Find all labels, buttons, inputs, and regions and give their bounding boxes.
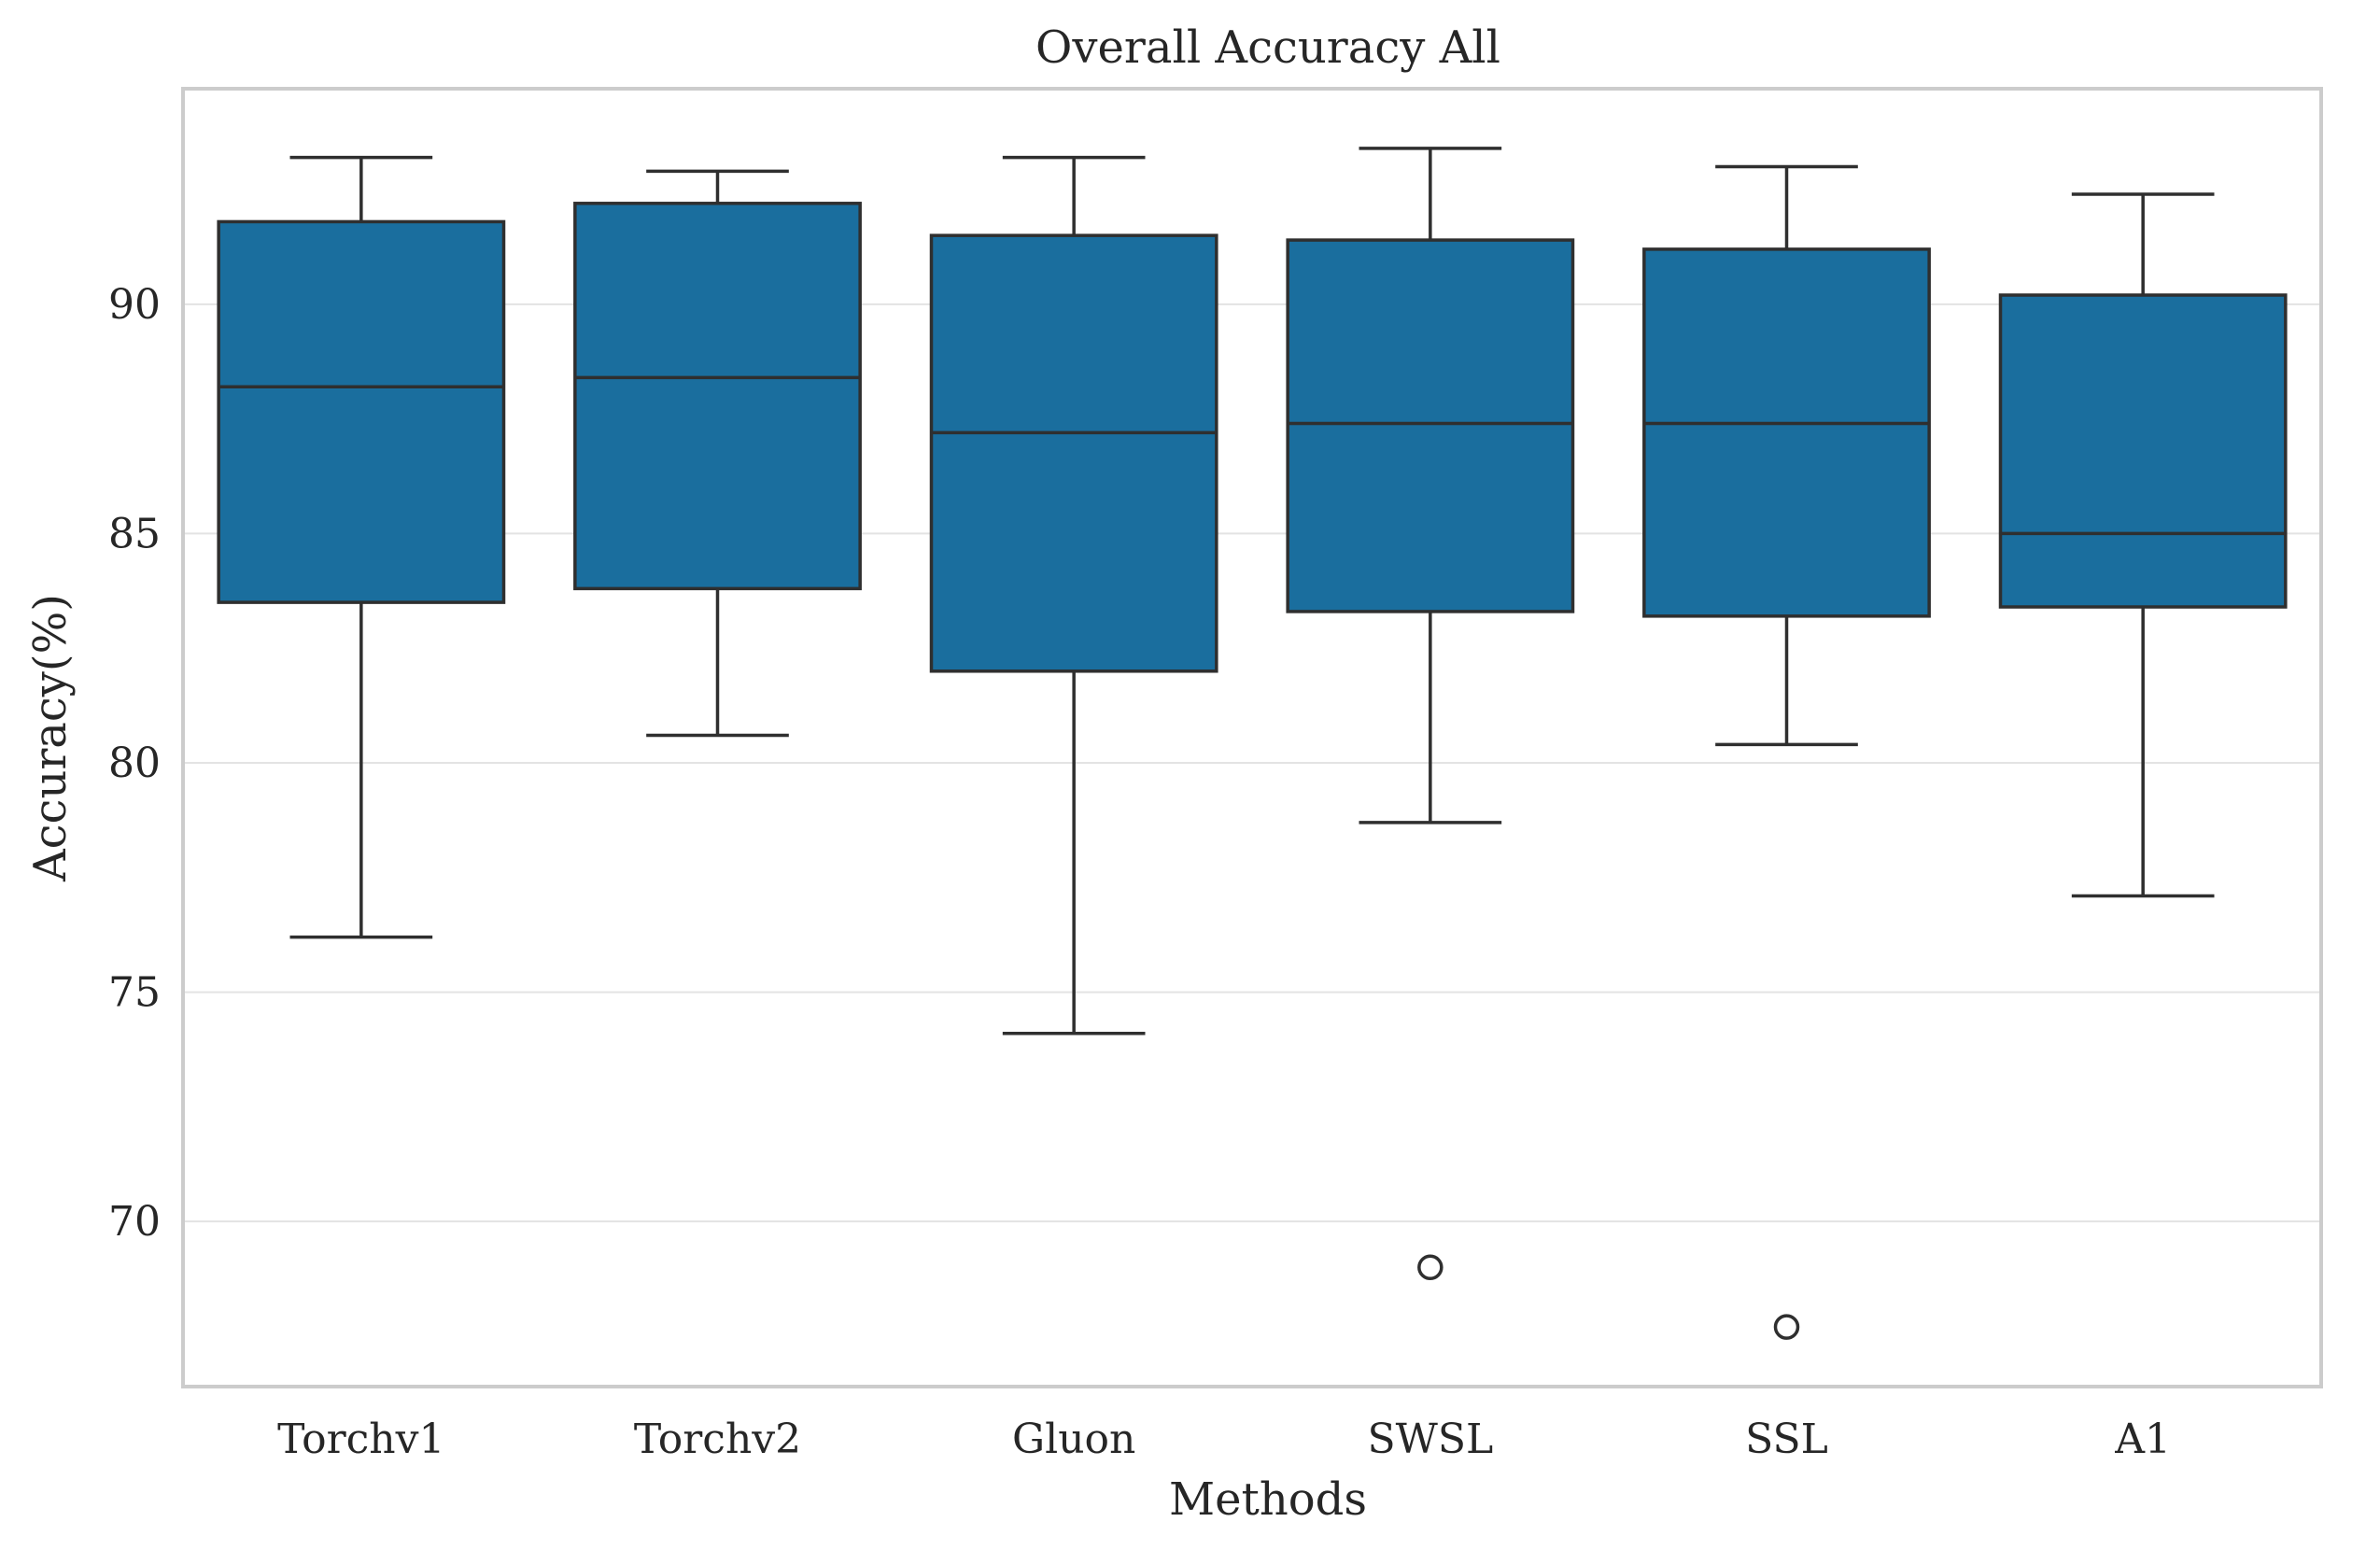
plot-frame	[181, 87, 2323, 1388]
y-tick-label: 80	[108, 740, 161, 787]
box-group	[217, 155, 506, 939]
outlier-point	[1417, 1254, 1443, 1281]
iqr-box	[1286, 238, 1575, 613]
y-axis-label: Accuracy(%)	[24, 594, 77, 882]
axis-layer: 70 75 80 85 90 Torchv1 Torchv2 Gluon SWSL SSL A1	[108, 281, 2171, 1463]
x-tick-label: SWSL	[1367, 1416, 1493, 1463]
x-tick-label: Torchv1	[277, 1416, 444, 1463]
y-tick-label: 90	[108, 281, 161, 329]
outlier-point	[1773, 1314, 1800, 1340]
box-group	[1998, 192, 2288, 898]
y-tick-label: 85	[108, 510, 161, 557]
box-layer	[217, 147, 2288, 1340]
box-group	[573, 169, 862, 738]
box-group	[929, 155, 1218, 1036]
x-tick-label: A1	[2114, 1416, 2171, 1463]
chart-title: Overall Accuracy All	[1035, 21, 1500, 74]
y-tick-label: 70	[108, 1198, 161, 1246]
x-tick-label: SSL	[1745, 1416, 1828, 1463]
x-tick-label: Gluon	[1012, 1416, 1135, 1463]
iqr-box	[573, 202, 862, 591]
x-tick-label: Torchv2	[634, 1416, 801, 1463]
iqr-box	[1642, 247, 1931, 618]
iqr-box	[217, 219, 506, 604]
x-axis-label: Methods	[1169, 1473, 1367, 1526]
box-group	[1286, 147, 1575, 1281]
grid-layer	[183, 303, 2321, 1223]
iqr-box	[1998, 293, 2288, 609]
box-group	[1642, 164, 1931, 1340]
iqr-box	[929, 233, 1218, 673]
y-tick-label: 75	[108, 969, 161, 1017]
